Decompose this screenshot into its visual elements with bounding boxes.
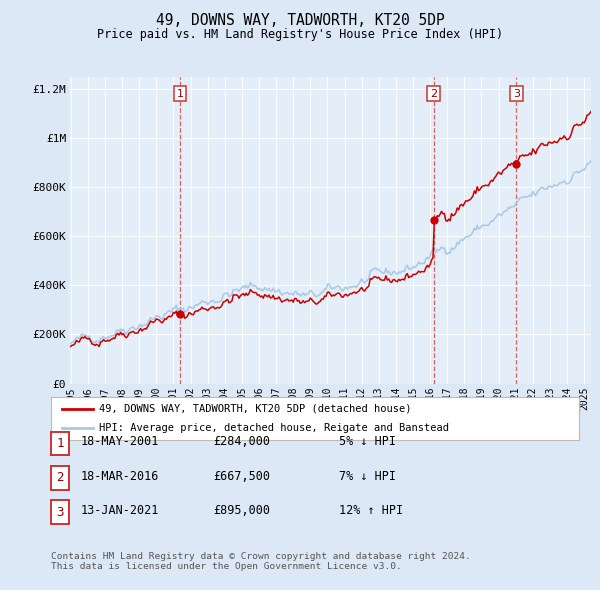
Text: 1: 1 bbox=[56, 437, 64, 450]
Text: £895,000: £895,000 bbox=[213, 504, 270, 517]
Text: 12% ↑ HPI: 12% ↑ HPI bbox=[339, 504, 403, 517]
Text: 49, DOWNS WAY, TADWORTH, KT20 5DP (detached house): 49, DOWNS WAY, TADWORTH, KT20 5DP (detac… bbox=[98, 404, 411, 414]
Text: £667,500: £667,500 bbox=[213, 470, 270, 483]
Text: 2: 2 bbox=[430, 88, 437, 99]
Text: 3: 3 bbox=[56, 506, 64, 519]
Text: 1: 1 bbox=[176, 88, 184, 99]
Text: 7% ↓ HPI: 7% ↓ HPI bbox=[339, 470, 396, 483]
Text: HPI: Average price, detached house, Reigate and Banstead: HPI: Average price, detached house, Reig… bbox=[98, 423, 449, 433]
Text: 18-MAR-2016: 18-MAR-2016 bbox=[81, 470, 160, 483]
Text: Contains HM Land Registry data © Crown copyright and database right 2024.
This d: Contains HM Land Registry data © Crown c… bbox=[51, 552, 471, 571]
Text: Price paid vs. HM Land Registry's House Price Index (HPI): Price paid vs. HM Land Registry's House … bbox=[97, 28, 503, 41]
Text: £284,000: £284,000 bbox=[213, 435, 270, 448]
Text: 2: 2 bbox=[56, 471, 64, 484]
Text: 5% ↓ HPI: 5% ↓ HPI bbox=[339, 435, 396, 448]
Text: 18-MAY-2001: 18-MAY-2001 bbox=[81, 435, 160, 448]
Text: 13-JAN-2021: 13-JAN-2021 bbox=[81, 504, 160, 517]
Text: 49, DOWNS WAY, TADWORTH, KT20 5DP: 49, DOWNS WAY, TADWORTH, KT20 5DP bbox=[155, 13, 445, 28]
Text: 3: 3 bbox=[513, 88, 520, 99]
